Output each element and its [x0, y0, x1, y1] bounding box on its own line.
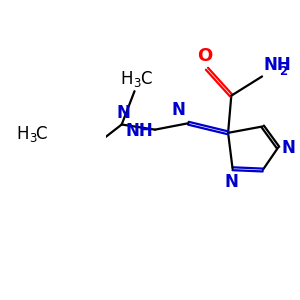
- Text: N: N: [224, 173, 238, 191]
- Text: 3: 3: [133, 77, 141, 90]
- Text: C: C: [140, 70, 151, 88]
- Text: H: H: [16, 125, 29, 143]
- Text: 3: 3: [29, 132, 36, 145]
- Text: C: C: [35, 125, 47, 143]
- Text: 2: 2: [279, 65, 287, 78]
- Text: N: N: [116, 104, 130, 122]
- Text: NH: NH: [264, 56, 292, 74]
- Text: H: H: [121, 70, 133, 88]
- Text: NH: NH: [125, 122, 153, 140]
- Text: N: N: [281, 139, 295, 157]
- Text: O: O: [197, 47, 212, 65]
- Text: N: N: [172, 101, 186, 119]
